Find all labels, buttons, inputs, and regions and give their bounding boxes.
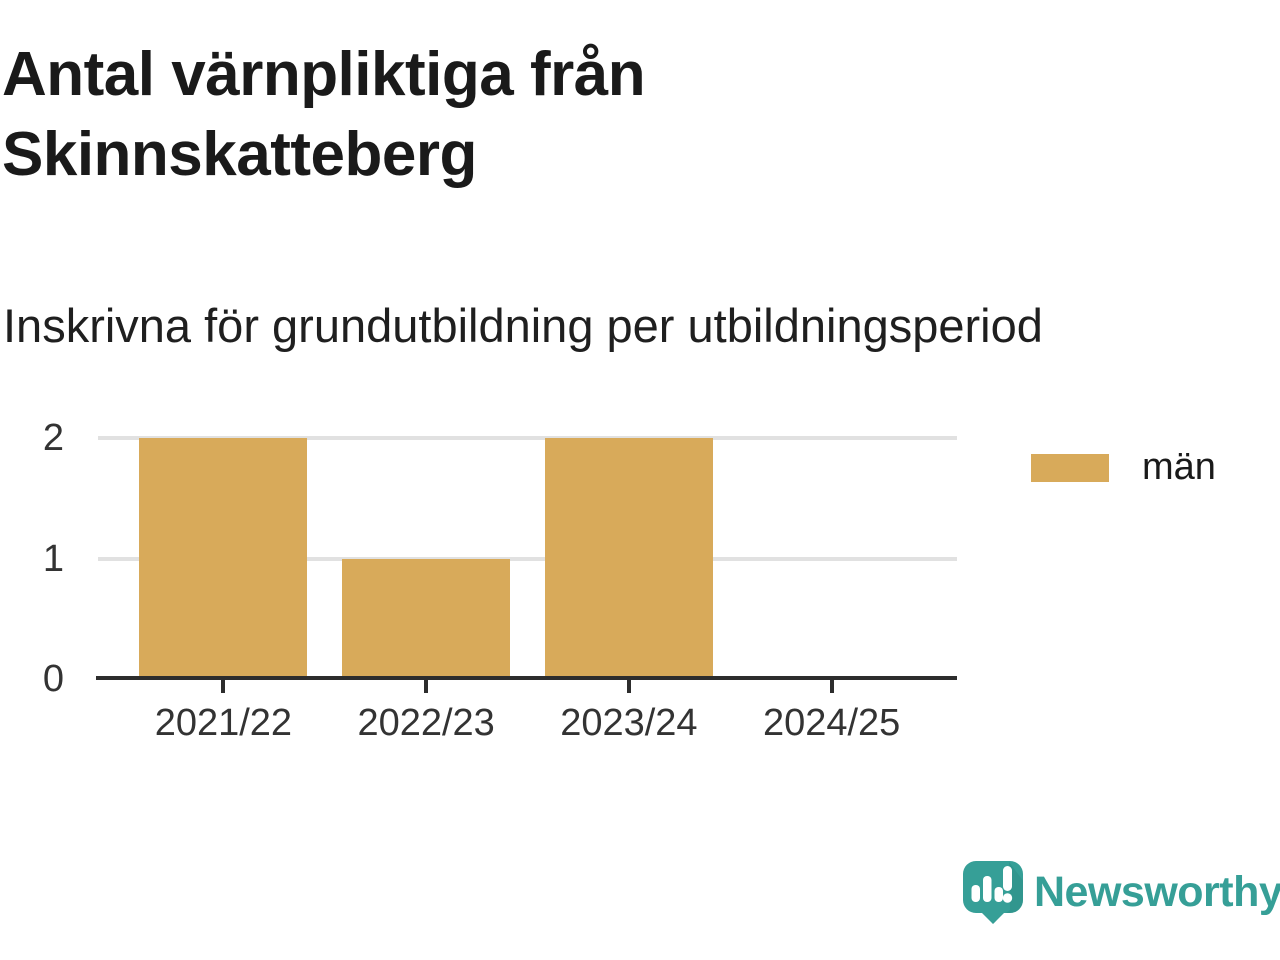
legend: män bbox=[1031, 446, 1216, 489]
legend-label-man: män bbox=[1142, 446, 1216, 488]
x-axis-line bbox=[96, 676, 957, 680]
bar-cell-2021/22 bbox=[122, 420, 325, 679]
x-tick-label-2021/22: 2021/22 bbox=[154, 702, 293, 744]
x-tick-2023/24 bbox=[626, 680, 631, 693]
x-axis: 2021/22 2022/23 2023/24 2024/25 bbox=[122, 680, 933, 744]
bar-2021/22 bbox=[139, 438, 308, 679]
y-tick-label-2: 2 bbox=[42, 417, 64, 459]
gridline-y-1 bbox=[98, 556, 957, 561]
plot-area bbox=[98, 420, 957, 679]
chart-title: Antal värnpliktiga från Skinnskatteberg bbox=[2, 40, 646, 189]
y-tick-label-1: 1 bbox=[42, 537, 64, 580]
brand-name: Newsworthy bbox=[1034, 867, 1280, 916]
bars-row bbox=[122, 420, 933, 679]
bar-cell-2023/24 bbox=[528, 420, 731, 679]
x-tick-label-2023/24: 2023/24 bbox=[560, 702, 698, 744]
bar-2022/23 bbox=[342, 558, 511, 679]
x-tick-label-2022/23: 2022/23 bbox=[357, 702, 495, 744]
bar-cell-2024/25 bbox=[730, 420, 933, 679]
legend-swatch-man bbox=[1031, 453, 1109, 482]
x-cell-2021/22: 2021/22 bbox=[122, 680, 325, 744]
y-tick-label-0: 0 bbox=[42, 658, 64, 700]
newsworthy-speech-bubble-chart-icon bbox=[963, 861, 1023, 924]
bar-cell-2022/23 bbox=[325, 420, 528, 679]
x-tick-2021/22 bbox=[221, 680, 226, 693]
x-cell-2023/24: 2023/24 bbox=[528, 680, 731, 744]
gridline-y-2 bbox=[98, 436, 957, 440]
x-tick-2024/25 bbox=[829, 680, 834, 693]
chart-subtitle: Inskrivna för grundutbildning per utbild… bbox=[3, 299, 1043, 352]
x-tick-2022/23 bbox=[424, 680, 429, 693]
bar-2023/24 bbox=[544, 438, 713, 679]
y-axis: 0 1 2 bbox=[0, 417, 64, 700]
x-cell-2022/23: 2022/23 bbox=[325, 680, 528, 744]
x-cell-2024/25: 2024/25 bbox=[730, 680, 933, 744]
newsworthy-logo: Newsworthy bbox=[962, 860, 1280, 924]
x-tick-label-2024/25: 2024/25 bbox=[762, 702, 901, 744]
